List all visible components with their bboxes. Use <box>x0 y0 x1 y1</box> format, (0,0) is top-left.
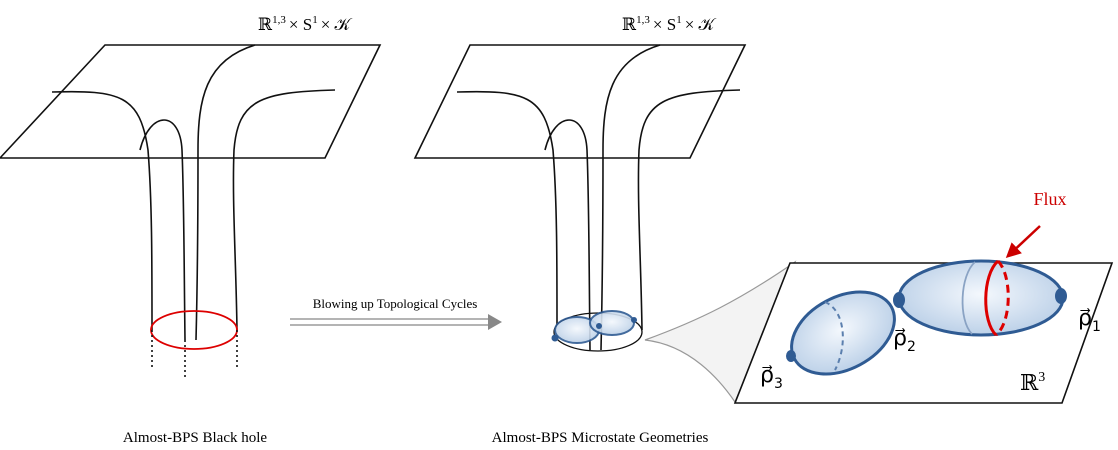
flux-label: Flux <box>1033 189 1066 209</box>
caption: Almost-BPS Microstate Geometries <box>492 430 709 446</box>
caption: Almost-BPS Black hole <box>123 430 268 446</box>
base-space-label: ℝ3 <box>1020 370 1045 395</box>
center-label: ρ⃗3 <box>760 363 783 392</box>
inset <box>644 225 1114 404</box>
center-label: ρ⃗1 <box>1078 306 1101 335</box>
black-hole-geometry <box>0 44 382 380</box>
spacetime-label: ℝ1,3 × S1 × 𝒦 <box>258 14 353 34</box>
center-label: ρ⃗2 <box>893 326 916 355</box>
spacetime-label: ℝ1,3 × S1 × 𝒦 <box>622 14 717 34</box>
transition-arrow <box>290 314 502 330</box>
microstate-geometry <box>413 44 747 352</box>
transition-label: Blowing up Topological Cycles <box>313 296 478 311</box>
